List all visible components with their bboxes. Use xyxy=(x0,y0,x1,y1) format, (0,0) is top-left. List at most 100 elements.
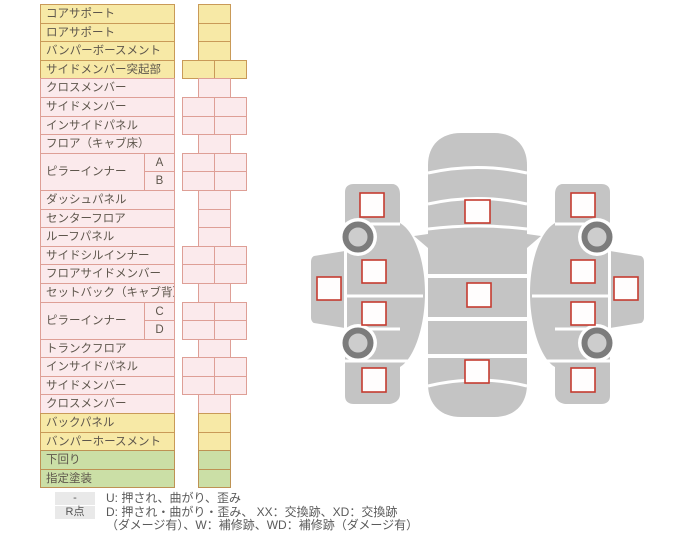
damage-cell[interactable] xyxy=(182,245,215,266)
marker-center-roof[interactable] xyxy=(466,282,492,308)
damage-cell[interactable] xyxy=(198,394,231,415)
damage-cell[interactable] xyxy=(198,78,231,98)
damage-cell[interactable] xyxy=(182,59,215,80)
damage-cell[interactable] xyxy=(214,357,247,377)
table-row: 指定塗装 xyxy=(40,468,247,489)
damage-cell[interactable] xyxy=(198,468,231,489)
marker-right-side-outer-panel[interactable] xyxy=(613,276,639,301)
table-row: フロアサイドメンバー xyxy=(40,264,247,284)
legend-badge-rpoint: R点 xyxy=(55,505,95,519)
damage-cell[interactable] xyxy=(198,282,231,303)
damage-row xyxy=(182,22,247,43)
damage-cell[interactable] xyxy=(214,59,247,80)
left-rear-wheel-icon xyxy=(342,327,374,359)
table-row: バンパーボースメント xyxy=(40,41,247,61)
damage-cell[interactable] xyxy=(214,320,247,340)
damage-cell[interactable] xyxy=(198,227,231,247)
damage-row xyxy=(182,375,247,396)
damage-cell[interactable] xyxy=(182,320,215,340)
damage-cell[interactable] xyxy=(214,301,247,322)
damage-row xyxy=(182,208,247,229)
damage-cell[interactable] xyxy=(214,152,247,173)
marker-left-front-fender[interactable] xyxy=(359,192,385,218)
damage-cell[interactable] xyxy=(198,134,231,154)
damage-row xyxy=(182,301,247,322)
damage-row xyxy=(182,227,247,247)
damage-row xyxy=(182,338,247,359)
part-label: サイドメンバー突起部 xyxy=(40,59,175,80)
damage-row xyxy=(182,450,247,470)
damage-cell[interactable] xyxy=(182,357,215,377)
damage-cell[interactable] xyxy=(214,245,247,266)
marker-center-rear-window[interactable] xyxy=(464,359,490,384)
marker-center-windshield[interactable] xyxy=(464,199,491,224)
part-label: フロア（キャブ床） xyxy=(40,134,175,154)
part-label: 下回り xyxy=(40,450,175,470)
part-label: 指定塗装 xyxy=(40,468,175,489)
right-mirror-icon xyxy=(527,234,541,248)
part-label: ルーフパネル xyxy=(40,227,175,247)
legend: - U: 押され、曲がり、歪み R点 D: 押され・曲がり・歪み、 XX：交換跡… xyxy=(55,491,419,533)
damage-cell[interactable] xyxy=(182,264,215,284)
table-row: インサイドパネル xyxy=(40,115,247,136)
marker-left-side-outer-panel[interactable] xyxy=(316,276,342,301)
damage-row xyxy=(182,189,247,210)
damage-cell[interactable] xyxy=(198,413,231,433)
damage-cell[interactable] xyxy=(182,301,215,322)
damage-cell[interactable] xyxy=(214,264,247,284)
damage-cell[interactable] xyxy=(214,171,247,191)
damage-cell[interactable] xyxy=(214,96,247,117)
part-label: トランクフロア xyxy=(40,338,175,359)
marker-right-front-door[interactable] xyxy=(570,259,596,284)
car-diagram xyxy=(311,133,644,417)
damage-cell[interactable] xyxy=(198,431,231,452)
damage-cell[interactable] xyxy=(182,96,215,117)
legend-text-rpoint-2: （ダメージ有）、W：補修跡、WD：補修跡（ダメージ有） xyxy=(106,518,419,533)
marker-left-rear-fender[interactable] xyxy=(361,367,387,393)
damage-row xyxy=(182,394,247,415)
marker-right-front-fender[interactable] xyxy=(570,192,596,218)
table-row: ダッシュパネル xyxy=(40,189,247,210)
right-front-wheel-icon xyxy=(581,221,613,253)
damage-row xyxy=(182,59,247,80)
left-front-wheel-icon xyxy=(342,221,374,253)
table-row: バックパネル xyxy=(40,413,247,433)
damage-cell[interactable] xyxy=(182,152,215,173)
damage-cell[interactable] xyxy=(182,171,215,191)
damage-cell[interactable] xyxy=(182,115,215,136)
damage-cell[interactable] xyxy=(198,22,231,43)
parts-table: コアサポート ロアサポート バンパーボースメント サイドメンバー突起部 クロスメンバーサ… xyxy=(40,4,247,489)
damage-row xyxy=(182,357,247,377)
damage-row xyxy=(182,115,247,136)
damage-cell[interactable] xyxy=(198,338,231,359)
damage-cell[interactable] xyxy=(198,189,231,210)
marker-right-rear-door[interactable] xyxy=(570,301,596,326)
part-label: サイドシルインナー xyxy=(40,245,175,266)
table-row: インサイドパネル xyxy=(40,357,247,377)
marker-left-front-door[interactable] xyxy=(361,259,387,284)
marker-left-rear-door[interactable] xyxy=(361,301,387,326)
part-label: ロアサポート xyxy=(40,22,175,43)
damage-cell[interactable] xyxy=(198,41,231,61)
damage-cell[interactable] xyxy=(198,4,231,24)
table-row: サイドメンバー xyxy=(40,375,247,396)
part-label: バンパーボースメント xyxy=(40,41,175,61)
car-top-view xyxy=(414,133,541,417)
damage-cell[interactable] xyxy=(182,375,215,396)
legend-badge-spacer xyxy=(55,519,95,532)
table-row: サイドメンバー突起部 xyxy=(40,59,247,80)
pillar-sub-label: A xyxy=(144,152,175,173)
damage-cell[interactable] xyxy=(214,375,247,396)
damage-cell[interactable] xyxy=(214,115,247,136)
damage-cell[interactable] xyxy=(198,208,231,229)
table-row: トランクフロア xyxy=(40,338,247,359)
damage-row xyxy=(182,134,247,154)
marker-right-rear-fender[interactable] xyxy=(570,367,596,393)
damage-markers xyxy=(316,192,639,393)
table-row: 下回り xyxy=(40,450,247,470)
damage-cell[interactable] xyxy=(198,450,231,470)
damage-row xyxy=(182,264,247,284)
table-row-group: ピラーインナー A B xyxy=(40,152,247,191)
damage-row xyxy=(182,41,247,61)
